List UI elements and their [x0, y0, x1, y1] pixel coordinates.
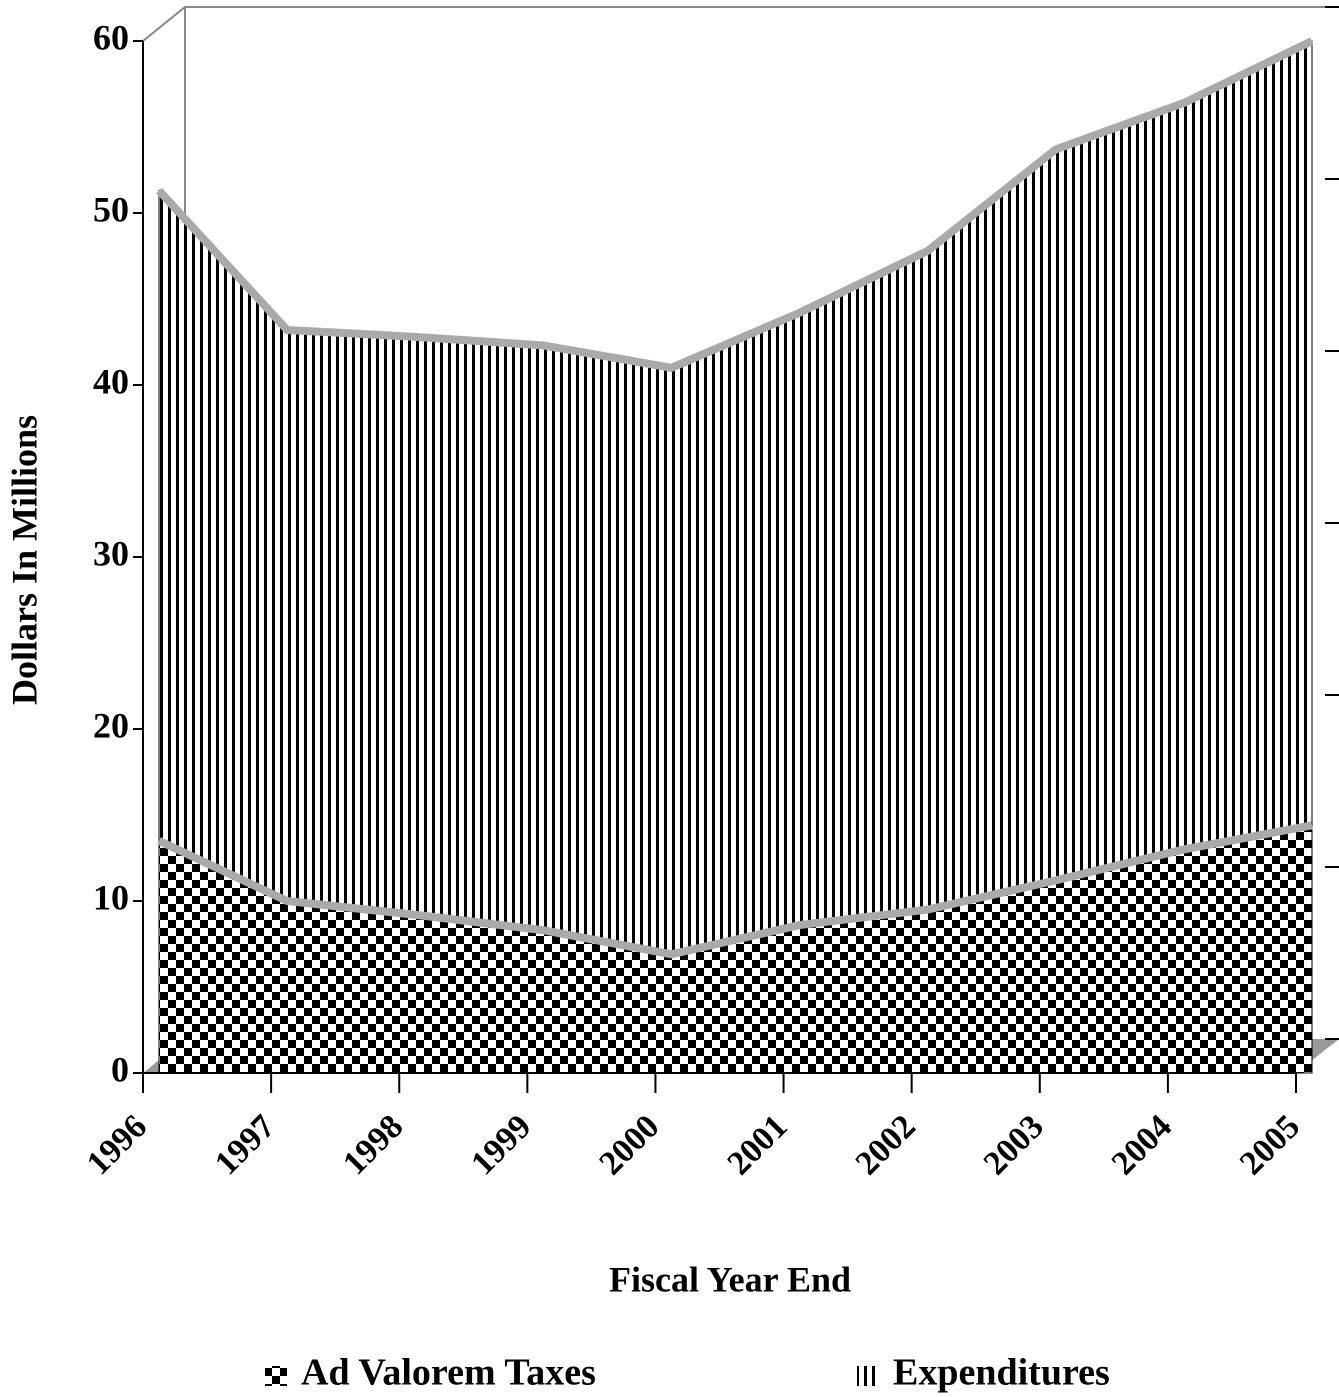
x-tick-label: 2000: [592, 1108, 666, 1182]
y-tick-label: 20: [93, 705, 129, 745]
y-tick-label: 60: [93, 17, 129, 57]
x-tick-label: 2001: [720, 1108, 794, 1182]
x-axis-label: Fiscal Year End: [609, 1259, 851, 1299]
y-axis-label: Dollars In Millions: [4, 415, 44, 705]
legend-label: Ad Valorem Taxes: [301, 1352, 596, 1394]
legend: Ad Valorem Taxes Expenditures: [265, 1352, 1110, 1394]
y-tick-label: 40: [93, 361, 129, 401]
x-tick-label: 2003: [977, 1108, 1051, 1182]
y-tick-label: 50: [93, 189, 129, 229]
x-tick-label: 1998: [336, 1108, 410, 1182]
y-tick-label: 0: [111, 1049, 129, 1089]
x-tick-label: 2004: [1105, 1108, 1179, 1182]
y-tick-label: 10: [93, 877, 129, 917]
legend-swatch: [857, 1366, 879, 1386]
x-tick-label: 1999: [464, 1108, 538, 1182]
y-tick-label: 30: [93, 533, 129, 573]
legend-label: Expenditures: [893, 1352, 1110, 1394]
x-tick-label: 2002: [849, 1108, 923, 1182]
area-edge: [156, 37, 1314, 372]
area-edge: [157, 821, 1313, 959]
x-tick-label: 2005: [1233, 1108, 1307, 1182]
x-tick-label: 1997: [208, 1108, 282, 1182]
legend-swatch: [265, 1366, 287, 1386]
x-tick-label: 1996: [80, 1108, 154, 1182]
